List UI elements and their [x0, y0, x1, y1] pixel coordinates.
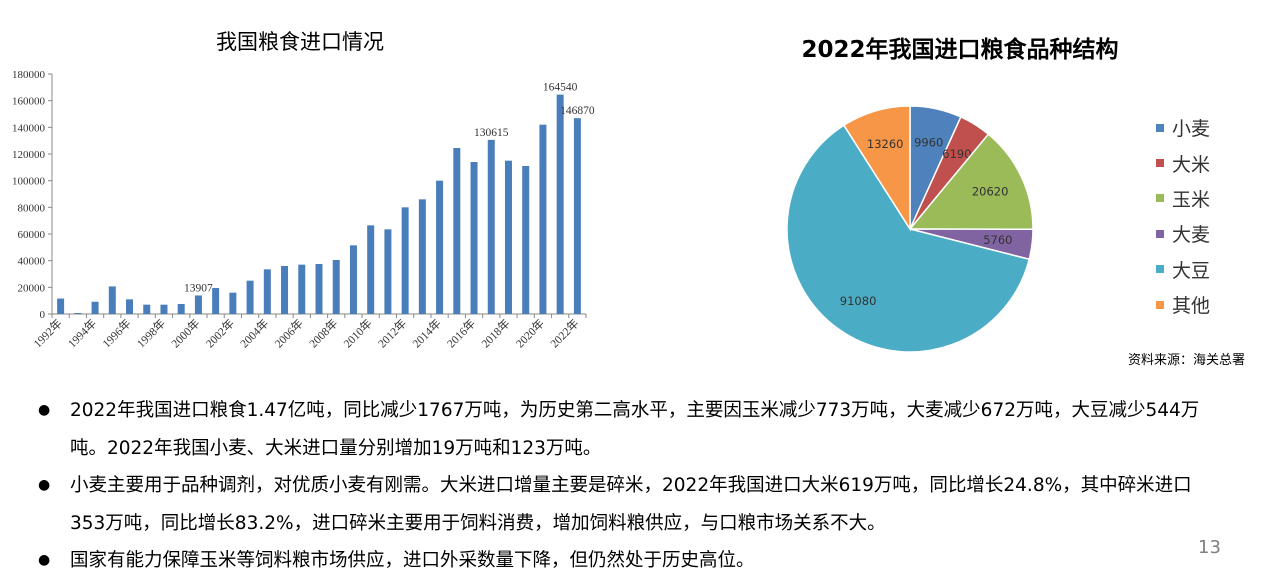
- bar: [126, 299, 134, 314]
- x-tick-label: 1998年: [134, 316, 168, 350]
- pie-legend: 小麦 大米 玉米 大麦 大豆 其他: [1156, 110, 1210, 322]
- x-tick-label: 1996年: [99, 316, 133, 350]
- bullet-item: 小麦主要用于品种调剂，对优质小麦有刚需。大米进口增量主要是碎米，2022年我国进…: [38, 467, 1208, 542]
- bar: [281, 266, 289, 314]
- bar: [453, 148, 461, 314]
- data-label: 13907: [184, 282, 213, 294]
- bar: [263, 269, 271, 314]
- legend-swatch: [1156, 300, 1164, 309]
- legend-item-rice: 大米: [1156, 145, 1210, 180]
- bar: [539, 124, 547, 315]
- legend-label: 大豆: [1172, 259, 1211, 282]
- legend-label: 玉米: [1172, 188, 1211, 211]
- x-tick-label: 2014年: [409, 316, 443, 350]
- pie-data-label: 9960: [914, 135, 943, 149]
- legend-label: 大麦: [1172, 224, 1211, 247]
- pie-slice: [786, 124, 1031, 353]
- x-tick-label: 2016年: [444, 316, 478, 350]
- bar: [573, 118, 581, 314]
- x-tick-label: 2020年: [513, 316, 547, 350]
- pie-slice: [908, 133, 1034, 231]
- pie-data-label: 5760: [983, 233, 1012, 247]
- bar: [436, 180, 444, 314]
- legend-swatch: [1156, 194, 1164, 203]
- legend-item-barley: 大麦: [1156, 216, 1210, 251]
- legend-swatch: [1156, 265, 1164, 274]
- bar: [108, 286, 116, 314]
- x-tick-label: 2022年: [547, 316, 581, 350]
- bar: [194, 295, 202, 314]
- x-tick-label: 2008年: [306, 316, 340, 350]
- y-tick-label: 100000: [12, 176, 46, 188]
- bar: [556, 94, 564, 314]
- bar-chart-title: 我国粮食进口情况: [216, 30, 384, 54]
- data-label: 146870: [560, 105, 595, 117]
- y-tick-label: 140000: [12, 122, 46, 134]
- bar: [177, 304, 185, 314]
- data-label: 130615: [474, 127, 509, 139]
- y-tick-label: 80000: [18, 202, 46, 214]
- bar: [143, 304, 151, 314]
- bullet-item: 2022年我国进口粮食1.47亿吨，同比减少1767万吨，为历史第二高水平，主要…: [38, 392, 1208, 467]
- x-tick-label: 2010年: [341, 316, 375, 350]
- y-tick-label: 180000: [12, 69, 46, 81]
- bar: [401, 207, 409, 314]
- legend-label: 小麦: [1172, 118, 1211, 141]
- y-tick-label: 40000: [18, 256, 46, 268]
- bar: [504, 160, 512, 314]
- page-number: 13: [1198, 537, 1221, 558]
- bar: [332, 260, 340, 314]
- pie-data-label: 91080: [840, 294, 877, 308]
- bullet-item: 国家有能力保障玉米等饲料粮市场供应，进口外采数量下降，但仍然处于历史高位。: [38, 542, 1208, 580]
- x-tick-label: 2012年: [375, 316, 409, 350]
- bar: [349, 245, 357, 314]
- y-tick-label: 60000: [18, 229, 46, 241]
- x-tick-label: 2002年: [203, 316, 237, 350]
- x-tick-label: 2018年: [478, 316, 512, 350]
- bar: [522, 166, 530, 314]
- bar: [229, 292, 237, 314]
- pie-data-label: 13260: [867, 137, 904, 151]
- pie-data-label: 20620: [972, 184, 1009, 198]
- legend-item-other: 其他: [1156, 287, 1210, 322]
- charts-canvas: 0 20000 40000 60000 80000 100000 120000 140000 1…: [12, 69, 1034, 353]
- bar: [418, 199, 426, 314]
- source-note: 资料来源：海关总署: [1128, 353, 1246, 368]
- x-tick-label: 2004年: [237, 316, 271, 350]
- legend-item-soybean: 大豆: [1156, 252, 1210, 287]
- bar: [384, 229, 392, 314]
- bar: [298, 264, 306, 314]
- bar: [246, 280, 254, 314]
- legend-swatch: [1156, 159, 1164, 168]
- y-tick-label: 20000: [18, 282, 46, 294]
- x-tick-label: 2006年: [272, 316, 306, 350]
- legend-swatch: [1156, 229, 1164, 238]
- y-tick-label: 0: [40, 309, 46, 321]
- bar: [367, 225, 375, 314]
- bar: [160, 304, 168, 314]
- pie-chart-title: 2022年我国进口粮食品种结构: [801, 37, 1119, 63]
- data-label: 164540: [543, 82, 578, 94]
- bar: [315, 264, 323, 314]
- bullet-list: 2022年我国进口粮食1.47亿吨，同比减少1767万吨，为历史第二高水平，主要…: [38, 392, 1208, 580]
- legend-label: 大米: [1172, 153, 1211, 176]
- x-tick-label: 1994年: [65, 316, 99, 350]
- legend-item-wheat: 小麦: [1156, 110, 1210, 145]
- pie-data-label: 6190: [942, 147, 971, 161]
- x-tick-label: 1992年: [30, 316, 64, 350]
- legend-swatch: [1156, 123, 1164, 132]
- x-tick-label: 2000年: [168, 316, 202, 350]
- bar: [487, 139, 495, 314]
- pie-slice: [842, 105, 911, 232]
- legend-label: 其他: [1172, 295, 1211, 318]
- bar: [470, 162, 478, 314]
- bar: [74, 313, 82, 314]
- legend-item-corn: 玉米: [1156, 181, 1210, 216]
- bar: [212, 288, 220, 314]
- y-tick-label: 120000: [12, 149, 46, 161]
- y-tick-label: 160000: [12, 96, 46, 108]
- bar: [91, 301, 99, 314]
- bar: [57, 298, 65, 314]
